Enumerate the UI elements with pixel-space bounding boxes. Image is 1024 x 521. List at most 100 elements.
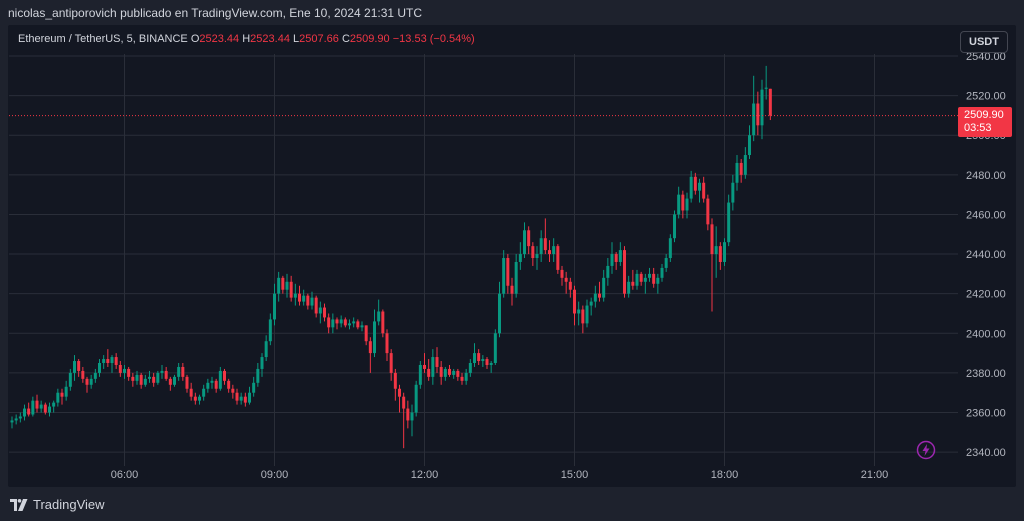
low-value: 2507.66 [299, 33, 339, 45]
footer-brand[interactable]: TradingView [10, 497, 105, 512]
candle-body [327, 317, 331, 328]
close-value: 2509.90 [349, 33, 390, 45]
candle-body [643, 277, 647, 282]
candle-body [93, 372, 97, 379]
candle-body [743, 155, 747, 175]
candle-body [739, 162, 743, 175]
candle [431, 349, 435, 385]
candle [31, 396, 35, 417]
candle [452, 368, 456, 379]
candle-body [302, 295, 306, 302]
high-label: H [242, 33, 251, 45]
candle-body [110, 357, 114, 363]
candle-body [589, 301, 593, 306]
candle [356, 319, 360, 330]
candle [639, 271, 643, 286]
candle-body [248, 392, 252, 403]
candle [268, 313, 272, 346]
candle [527, 226, 531, 255]
candle-body [164, 370, 168, 379]
candle-body [668, 238, 672, 259]
candle [481, 355, 485, 367]
candle [168, 376, 172, 391]
candle-body [239, 396, 243, 401]
candle [85, 376, 89, 393]
currency-button[interactable]: USDT [960, 31, 1008, 53]
candle-body [189, 388, 193, 397]
candle [385, 329, 389, 362]
candle [81, 366, 85, 383]
candle [227, 378, 231, 393]
candle-body [318, 307, 322, 314]
x-tick-label: 18:00 [711, 469, 739, 481]
candle-body [514, 261, 518, 294]
candle-body [127, 368, 131, 377]
candle [702, 176, 706, 203]
candle-body [385, 333, 389, 354]
chart-panel[interactable] [8, 25, 1016, 487]
candle-body [160, 370, 164, 373]
candle [448, 364, 452, 377]
candle-body [664, 258, 668, 268]
candle-body [652, 273, 656, 284]
candle-body [306, 295, 310, 306]
candle [39, 400, 43, 413]
candle [231, 384, 235, 399]
candle-body [656, 277, 660, 284]
candle [377, 299, 381, 326]
candle [768, 88, 772, 121]
candle [293, 283, 297, 306]
candle-body [118, 364, 122, 373]
candle [648, 267, 652, 282]
candle [643, 273, 647, 294]
candle-body [123, 368, 127, 373]
candle-body [618, 250, 622, 262]
candle [202, 384, 206, 401]
publication-credit: nicolas_antiporovich publicado en Tradin… [8, 6, 423, 20]
candle-body [18, 416, 22, 419]
candle [606, 258, 610, 286]
candle-body [360, 325, 364, 328]
candle-body [260, 357, 264, 369]
candle-body [193, 396, 197, 401]
candle [610, 242, 614, 274]
candle [585, 299, 589, 328]
candle-body [231, 388, 235, 393]
lightning-icon[interactable] [916, 440, 936, 460]
candle-body [539, 238, 543, 255]
candle-body [377, 311, 381, 322]
candle [181, 363, 185, 381]
candle-body [431, 357, 435, 377]
candle-body [439, 366, 443, 377]
y-tick-label: 2360.00 [966, 408, 1006, 420]
candle-body [735, 162, 739, 183]
candle-body [206, 382, 210, 389]
candle [664, 254, 668, 272]
y-tick-label: 2400.00 [966, 328, 1006, 340]
candle-body [418, 364, 422, 385]
candle [748, 125, 752, 159]
candle [523, 222, 527, 259]
candle-body [556, 246, 560, 270]
candle-body [523, 230, 527, 255]
candle [531, 242, 535, 266]
candle [614, 252, 618, 270]
candle [427, 359, 431, 381]
candle [764, 65, 768, 100]
open-value: 2523.44 [199, 33, 240, 45]
candle-body [760, 89, 764, 126]
candle [514, 254, 518, 298]
candle [318, 301, 322, 324]
y-tick-label: 2520.00 [966, 91, 1006, 103]
candle-body [114, 357, 118, 365]
candle [98, 359, 102, 377]
candle [423, 353, 427, 373]
candle-body [89, 378, 93, 385]
symbol-name[interactable]: Ethereum / TetherUS, 5, BINANCE [18, 33, 188, 45]
candle [539, 230, 543, 262]
candle [443, 366, 447, 381]
candle [731, 174, 735, 211]
candle-body [627, 281, 631, 294]
candle-body [27, 408, 31, 415]
